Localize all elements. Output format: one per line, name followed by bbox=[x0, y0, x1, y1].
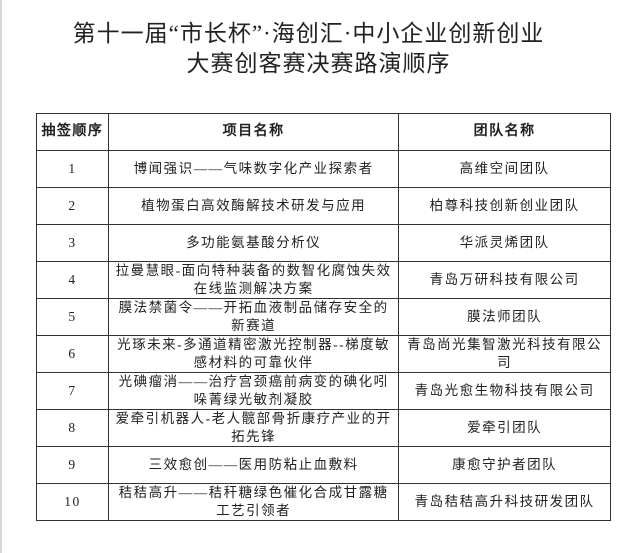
document-title-line2: 大赛创客赛决赛路演顺序 bbox=[186, 51, 451, 76]
table-row: 10 秸秸高升——秸秆糖绿色催化合成甘露糖工艺引领者 青岛秸秸高升科技研发团队 bbox=[36, 483, 611, 521]
header-order: 抽签顺序 bbox=[36, 113, 109, 151]
table-row: 9 三效愈创——医用防粘止血敷料 康愈守护者团队 bbox=[36, 446, 611, 484]
table-header-row: 抽签顺序 项目名称 团队名称 bbox=[36, 113, 611, 151]
cell-team: 青岛光愈生物科技有限公司 bbox=[398, 372, 611, 410]
cell-project: 光琢未来-多通道精密激光控制器--梯度敏感材料的可靠伙伴 bbox=[107, 335, 400, 373]
table-row: 7 光碘瘤消——治疗宫颈癌前病变的碘化吲哚菁绿光敏剂凝胶 青岛光愈生物科技有限公司 bbox=[36, 372, 611, 410]
cell-project: 膜法禁菌令——开拓血液制品储存安全的新赛道 bbox=[107, 298, 400, 336]
cell-project: 三效愈创——医用防粘止血敷料 bbox=[107, 446, 400, 484]
cell-team: 华派灵烯团队 bbox=[398, 224, 611, 262]
cell-project: 光碘瘤消——治疗宫颈癌前病变的碘化吲哚菁绿光敏剂凝胶 bbox=[107, 372, 400, 410]
table-row: 8 爱牵引机器人-老人髋部骨折康疗产业的开拓先锋 爱牵引团队 bbox=[36, 409, 611, 447]
table-row: 2 植物蛋白高效酶解技术研发与应用 柏尊科技创新创业团队 bbox=[36, 187, 611, 225]
cell-order: 10 bbox=[36, 483, 109, 521]
header-project: 项目名称 bbox=[107, 113, 400, 151]
cell-team: 康愈守护者团队 bbox=[398, 446, 611, 484]
table-row: 3 多功能氨基酸分析仪 华派灵烯团队 bbox=[36, 224, 611, 262]
cell-team: 膜法师团队 bbox=[398, 298, 611, 336]
cell-team: 爱牵引团队 bbox=[398, 409, 611, 447]
table-row: 6 光琢未来-多通道精密激光控制器--梯度敏感材料的可靠伙伴 青岛尚光集智激光科技有… bbox=[36, 335, 611, 373]
cell-project: 秸秸高升——秸秆糖绿色催化合成甘露糖工艺引领者 bbox=[107, 483, 400, 521]
cell-team: 高维空间团队 bbox=[398, 150, 611, 188]
cell-order: 3 bbox=[36, 224, 109, 262]
cell-order: 1 bbox=[36, 150, 109, 188]
roadshow-order-table: 抽签顺序 项目名称 团队名称 1 博闻强识——气味数字化产业探索者 高维空间团队 2 植… bbox=[36, 113, 611, 521]
table-row: 1 博闻强识——气味数字化产业探索者 高维空间团队 bbox=[36, 150, 611, 188]
cell-team: 青岛尚光集智激光科技有限公司 bbox=[398, 335, 611, 373]
cell-order: 6 bbox=[36, 335, 109, 373]
header-team: 团队名称 bbox=[398, 113, 611, 151]
document-title-line1: 第十一届“市长杯”·海创汇·中小企业创新创业 bbox=[72, 21, 545, 46]
cell-project: 博闻强识——气味数字化产业探索者 bbox=[107, 150, 400, 188]
cell-team: 青岛秸秸高升科技研发团队 bbox=[398, 483, 611, 521]
cell-project: 植物蛋白高效酶解技术研发与应用 bbox=[107, 187, 400, 225]
cell-project: 多功能氨基酸分析仪 bbox=[107, 224, 400, 262]
table-row: 4 拉曼慧眼-面向特种装备的数智化腐蚀失效在线监测解决方案 青岛万研科技有限公司 bbox=[36, 261, 611, 299]
table-row: 5 膜法禁菌令——开拓血液制品储存安全的新赛道 膜法师团队 bbox=[36, 298, 611, 336]
cell-team: 青岛万研科技有限公司 bbox=[398, 261, 611, 299]
cell-order: 5 bbox=[36, 298, 109, 336]
cell-order: 8 bbox=[36, 409, 109, 447]
cell-team: 柏尊科技创新创业团队 bbox=[398, 187, 611, 225]
cell-project: 爱牵引机器人-老人髋部骨折康疗产业的开拓先锋 bbox=[107, 409, 400, 447]
cell-order: 2 bbox=[36, 187, 109, 225]
cell-project: 拉曼慧眼-面向特种装备的数智化腐蚀失效在线监测解决方案 bbox=[107, 261, 400, 299]
cell-order: 7 bbox=[36, 372, 109, 410]
cell-order: 9 bbox=[36, 446, 109, 484]
cell-order: 4 bbox=[36, 261, 109, 299]
